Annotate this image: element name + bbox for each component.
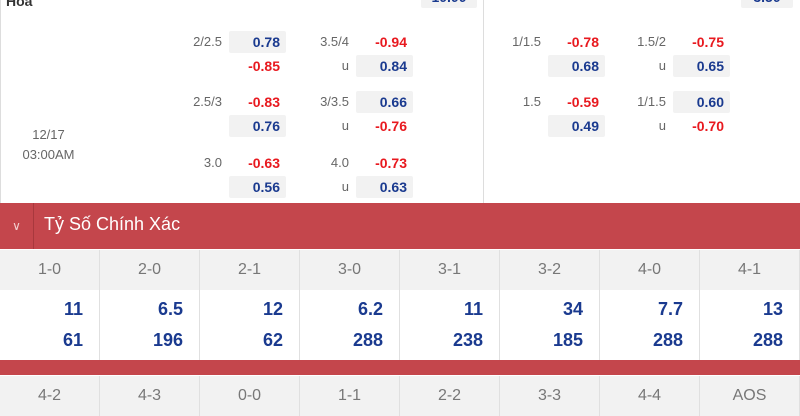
score-odds-2[interactable]: 61	[62, 330, 83, 350]
score-label: 1-1	[300, 376, 400, 416]
odds-value[interactable]: 0.66	[356, 91, 413, 113]
odds-value[interactable]: 0.76	[229, 115, 286, 137]
handicap-line: 1.5	[522, 94, 541, 109]
score-odds-cell[interactable]: 6.5 196	[100, 290, 200, 360]
under-label: u	[341, 179, 349, 194]
score-odds-1[interactable]: 11	[463, 299, 483, 319]
score-label: 0-0	[200, 376, 300, 416]
odds-value[interactable]: 0.65	[673, 55, 730, 77]
draw-label: Hoa	[6, 0, 33, 9]
score-odds-row: 11 61 6.5 196 12 62 6.2 288 11 238 34 185 7.7 288 13 28…	[0, 290, 800, 360]
handicap-line: 4.0	[330, 155, 349, 170]
divider	[483, 0, 484, 203]
score-odds-1[interactable]: 34	[562, 299, 583, 319]
score-odds-cell[interactable]: 6.2 288	[300, 290, 400, 360]
section-header[interactable]: ∨ Tỷ Số Chính Xác	[0, 203, 800, 249]
score-odds-1[interactable]: 13	[762, 299, 783, 319]
section-title: Tỷ Số Chính Xác	[44, 214, 181, 234]
score-label: 2-0	[100, 250, 200, 290]
odds-value[interactable]: -0.78	[567, 34, 599, 50]
score-label: AOS	[700, 376, 800, 416]
score-odds-1[interactable]: 7.7	[657, 299, 683, 319]
score-odds-cell[interactable]: 12 62	[200, 290, 300, 360]
score-label: 4-2	[0, 376, 100, 416]
odds-value[interactable]: -0.83	[248, 94, 280, 110]
score-odds-cell[interactable]: 13 288	[700, 290, 800, 360]
odds-value[interactable]: 0.56	[229, 176, 286, 198]
score-label: 4-4	[600, 376, 700, 416]
score-odds-2[interactable]: 185	[552, 330, 583, 350]
handicap-line: 3.0	[203, 155, 222, 170]
handicap-line: 1.5/2	[637, 34, 666, 49]
odds-value[interactable]: -0.85	[248, 58, 280, 74]
match-datetime: 12/17 03:00AM	[11, 125, 86, 165]
handicap-line: 3/3.5	[320, 94, 349, 109]
section-divider-bar	[0, 360, 800, 375]
score-odds-1[interactable]: 11	[63, 299, 83, 319]
odds-value[interactable]: 0.84	[356, 55, 413, 77]
chevron-down-icon[interactable]: ∨	[0, 203, 34, 249]
score-odds-cell[interactable]: 11 61	[0, 290, 100, 360]
score-label: 3-0	[300, 250, 400, 290]
score-header-row-2: 4-2 4-3 0-0 1-1 2-2 3-3 4-4 AOS	[0, 376, 800, 416]
score-label: 3-3	[500, 376, 600, 416]
under-label: u	[341, 58, 349, 73]
score-label: 2-2	[400, 376, 500, 416]
odds-value[interactable]: 0.68	[548, 55, 605, 77]
odds-value[interactable]: 0.60	[673, 91, 730, 113]
score-odds-2[interactable]: 288	[752, 330, 783, 350]
score-odds-2[interactable]: 238	[452, 330, 483, 350]
score-odds-1[interactable]: 6.5	[157, 299, 183, 319]
score-label: 1-0	[0, 250, 100, 290]
score-label: 3-1	[400, 250, 500, 290]
score-odds-2[interactable]: 196	[152, 330, 183, 350]
under-label: u	[341, 118, 349, 133]
score-label: 2-1	[200, 250, 300, 290]
odds-value[interactable]: -0.63	[248, 155, 280, 171]
handicap-line: 2.5/3	[193, 94, 222, 109]
handicap-line: 2/2.5	[193, 34, 222, 49]
score-label: 4-3	[100, 376, 200, 416]
score-odds-cell[interactable]: 7.7 288	[600, 290, 700, 360]
score-odds-2[interactable]: 62	[262, 330, 283, 350]
draw-odds-right[interactable]: 3.50	[741, 0, 793, 8]
match-date: 12/17	[32, 127, 65, 142]
odds-value[interactable]: 0.78	[229, 31, 286, 53]
handicap-line: 1/1.5	[512, 34, 541, 49]
handicap-line: 1/1.5	[637, 94, 666, 109]
score-label: 3-2	[500, 250, 600, 290]
odds-value[interactable]: -0.76	[375, 118, 407, 134]
draw-odds-left[interactable]: 10.00	[421, 0, 477, 8]
score-odds-2[interactable]: 288	[352, 330, 383, 350]
score-odds-1[interactable]: 12	[262, 299, 283, 319]
odds-value[interactable]: -0.75	[692, 34, 724, 50]
under-label: u	[658, 118, 666, 133]
score-odds-cell[interactable]: 34 185	[500, 290, 600, 360]
odds-value[interactable]: 0.49	[548, 115, 605, 137]
score-label: 4-0	[600, 250, 700, 290]
odds-value[interactable]: -0.73	[375, 155, 407, 171]
match-time: 03:00AM	[22, 147, 75, 162]
under-label: u	[658, 58, 666, 73]
odds-value[interactable]: -0.94	[375, 34, 407, 50]
odds-value[interactable]: -0.70	[692, 118, 724, 134]
odds-value[interactable]: -0.59	[567, 94, 599, 110]
handicap-line: 3.5/4	[320, 34, 349, 49]
score-odds-2[interactable]: 288	[652, 330, 683, 350]
score-odds-1[interactable]: 6.2	[357, 299, 383, 319]
score-odds-cell[interactable]: 11 238	[400, 290, 500, 360]
handicap-panel: Hoa 10.00 3.50 12/17 03:00AM 2/2.5 0.78 -0…	[0, 0, 800, 203]
score-label: 4-1	[700, 250, 800, 290]
score-header-row: 1-0 2-0 2-1 3-0 3-1 3-2 4-0 4-1	[0, 250, 800, 290]
odds-value[interactable]: 0.63	[356, 176, 413, 198]
